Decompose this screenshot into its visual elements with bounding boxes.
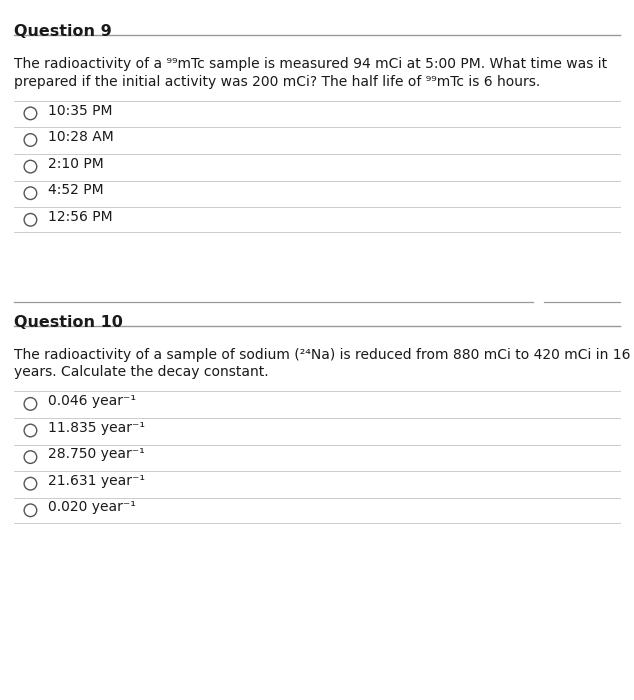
Text: 11.835 year⁻¹: 11.835 year⁻¹ (48, 421, 145, 435)
Text: 12:56 PM: 12:56 PM (48, 210, 112, 224)
Text: 0.020 year⁻¹: 0.020 year⁻¹ (48, 500, 136, 514)
Text: 21.631 year⁻¹: 21.631 year⁻¹ (48, 474, 145, 488)
Text: 0.046 year⁻¹: 0.046 year⁻¹ (48, 394, 136, 408)
Text: Question 9: Question 9 (14, 25, 112, 39)
Text: 10:28 AM: 10:28 AM (48, 130, 113, 144)
Text: 4:52 PM: 4:52 PM (48, 183, 103, 197)
Text: Question 10: Question 10 (14, 315, 123, 330)
Text: years. Calculate the decay constant.: years. Calculate the decay constant. (14, 365, 269, 379)
Text: 10:35 PM: 10:35 PM (48, 104, 112, 118)
Text: 2:10 PM: 2:10 PM (48, 157, 103, 171)
Text: The radioactivity of a sample of sodium (²⁴Na) is reduced from 880 mCi to 420 mC: The radioactivity of a sample of sodium … (14, 348, 630, 362)
Text: 28.750 year⁻¹: 28.750 year⁻¹ (48, 447, 145, 461)
Text: prepared if the initial activity was 200 mCi? The half life of ⁹⁹mTc is 6 hours.: prepared if the initial activity was 200… (14, 75, 540, 89)
Text: The radioactivity of a ⁹⁹mTc sample is measured 94 mCi at 5:00 PM. What time was: The radioactivity of a ⁹⁹mTc sample is m… (14, 57, 607, 71)
